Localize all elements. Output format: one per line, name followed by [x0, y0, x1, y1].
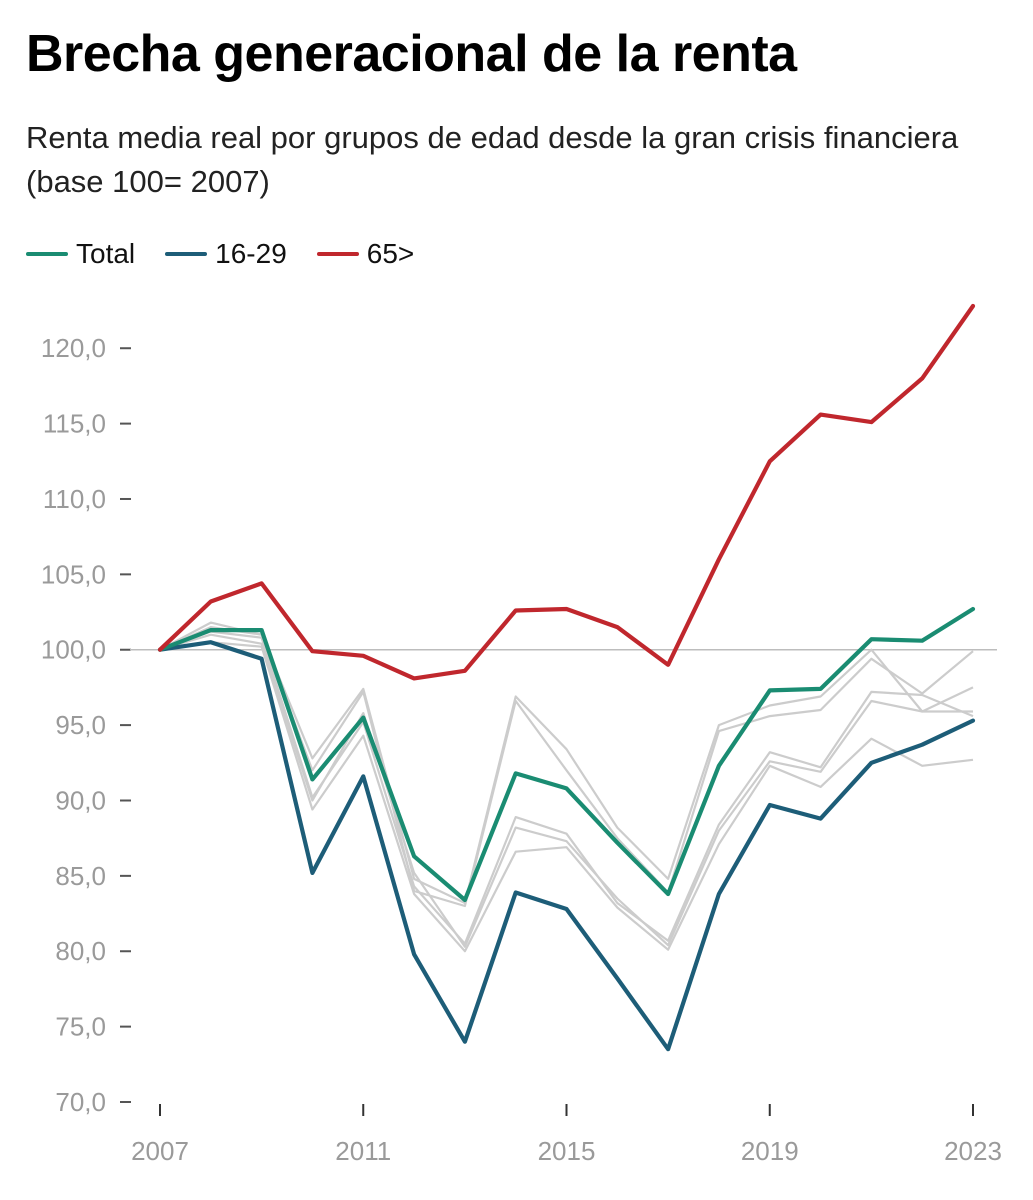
series-line-65 [157, 303, 976, 681]
y-tick-label: 70,0 [55, 1087, 106, 1117]
y-tick-label: 110,0 [43, 484, 106, 514]
y-tick-label: 95,0 [55, 710, 106, 740]
x-tick-label: 2023 [944, 1136, 1002, 1166]
chart-title: Brecha generacional de la renta [26, 25, 797, 83]
legend-item-16-29: 16-29 [165, 238, 287, 270]
y-tick-label: 80,0 [55, 936, 106, 966]
legend: Total 16-29 65> [26, 238, 444, 270]
y-tick-label: 115,0 [43, 409, 106, 439]
y-tick-label: 90,0 [55, 785, 106, 815]
legend-label-total: Total [76, 238, 136, 269]
background-series-line [159, 641, 974, 953]
legend-label-65: 65> [366, 238, 415, 269]
y-tick-label: 85,0 [55, 861, 106, 891]
legend-swatch-total [26, 252, 68, 256]
x-tick-label: 2007 [131, 1136, 189, 1166]
background-series-line [159, 633, 973, 948]
y-tick-label: 105,0 [41, 559, 106, 589]
background-series-line [159, 621, 974, 905]
chart-subtitle: Renta media real por grupos de edad desd… [26, 120, 959, 199]
y-tick-label: 100,0 [41, 635, 106, 665]
legend-swatch-65 [316, 252, 359, 256]
legend-item-65: 65> [316, 238, 415, 270]
legend-item-total: Total [26, 238, 135, 270]
series-line-16-29 [157, 640, 976, 1052]
x-tick-label: 2015 [538, 1136, 596, 1166]
legend-swatch-16-29 [165, 252, 208, 256]
y-tick-label: 120,0 [41, 333, 106, 363]
series-line-total [157, 606, 976, 903]
x-tick-label: 2019 [741, 1136, 799, 1166]
legend-label-16-29: 16-29 [215, 238, 287, 269]
y-tick-label: 75,0 [55, 1012, 106, 1042]
x-tick-label: 2011 [335, 1136, 391, 1166]
background-series-line [159, 630, 974, 945]
